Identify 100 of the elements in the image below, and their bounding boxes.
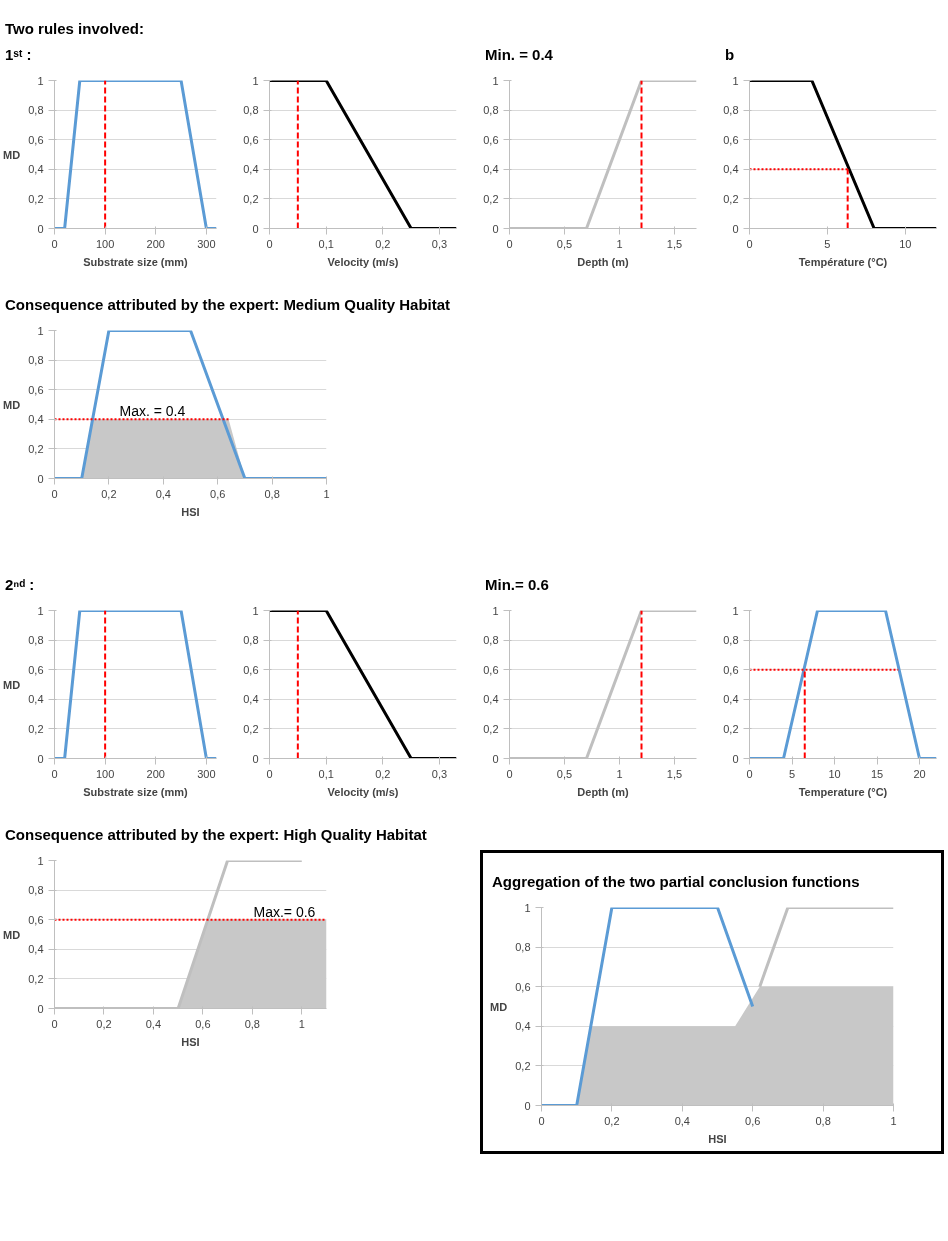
y-tick-label: 0 [252,222,259,235]
x-axis-title: HSI [708,1132,727,1145]
x-tick-label: 0,3 [431,767,448,780]
y-tick-label: 0 [492,752,499,765]
y-axis-title: MD [3,148,21,161]
x-tick-label: 0,6 [745,1114,761,1127]
y-tick-label: 0,8 [243,104,259,117]
x-tick-label: 1 [890,1114,897,1127]
y-tick-label: 0,4 [723,693,739,706]
y-tick-label: 0,2 [515,1059,531,1072]
x-axis-title: HSI [181,505,200,518]
y-tick-label: 0,2 [723,722,739,735]
x-tick-label: 0,1 [318,767,334,780]
x-tick-label: 1,5 [666,237,683,250]
y-tick-label: 0,8 [483,634,499,647]
y-tick-label: 0,6 [515,980,531,993]
text: Two rules involved: [5,19,145,40]
x-tick-label: 0,2 [96,1017,112,1030]
y-tick-label: 0,6 [243,663,259,676]
x-tick-label: 0 [51,767,58,780]
x-tick-label: 20 [913,767,926,780]
x-axis-title: Depth (m) [577,785,629,798]
x-axis-title: Température (°C) [798,255,888,268]
x-tick-label: 0 [51,237,58,250]
y-tick-label: 0,6 [483,663,499,676]
y-axis-title: MD [3,928,21,941]
annotation: Max.= 0.6 [253,903,316,920]
y-tick-label: 0 [524,1099,531,1112]
y-tick-label: 1 [252,74,259,87]
x-tick-label: 0,3 [431,237,448,250]
x-tick-label: 0 [506,237,513,250]
x-tick-label: 200 [146,767,165,780]
y-tick-label: 0,8 [515,941,531,954]
x-axis-title: Velocity (m/s) [327,785,399,798]
y-tick-label: 0,4 [28,943,44,956]
y-tick-label: 1 [492,604,499,617]
x-tick-label: 0 [51,1017,58,1030]
x-tick-label: 0,1 [318,237,334,250]
y-tick-label: 1 [252,604,259,617]
x-axis-title: Depth (m) [577,255,629,268]
x-tick-label: 10 [899,237,912,250]
annotation: Max. = 0.4 [119,403,186,420]
y-tick-label: 1 [732,74,739,87]
y-tick-label: 0,6 [28,133,44,146]
y-tick-label: 0,4 [28,413,44,426]
x-tick-label: 0 [538,1114,545,1127]
y-tick-label: 0,8 [243,634,259,647]
y-tick-label: 0,2 [28,192,44,205]
x-axis-title: HSI [181,1035,200,1048]
y-tick-label: 0,4 [28,163,44,176]
x-tick-label: 300 [197,767,216,780]
chart-title: Consequence attributed by the expert: High Quality Habitat [5,824,428,845]
x-tick-label: 100 [95,767,115,780]
x-tick-label: 1,5 [666,767,683,780]
y-tick-label: 0,8 [723,634,739,647]
x-tick-label: 1 [323,487,330,500]
x-tick-label: 300 [197,237,216,250]
y-tick-label: 0,2 [483,192,499,205]
x-tick-label: 0 [51,487,58,500]
y-tick-label: 0,8 [483,104,499,117]
x-tick-label: 200 [146,237,165,250]
x-tick-label: 0,2 [101,487,117,500]
y-tick-label: 0 [732,752,739,765]
y-tick-label: 0,2 [28,442,44,455]
y-tick-label: 0,2 [243,192,259,205]
x-tick-label: 0,2 [375,767,391,780]
x-tick-label: 0 [506,767,513,780]
y-tick-label: 0,8 [28,634,44,647]
y-tick-label: 0,4 [723,163,739,176]
y-tick-label: 0,2 [28,972,44,985]
x-tick-label: 0,6 [195,1017,211,1030]
x-tick-label: 5 [788,767,796,780]
y-tick-label: 0,6 [483,133,499,146]
y-tick-label: 0,4 [243,693,259,706]
text: 2ⁿᵈ : [5,574,36,595]
chart-title: Aggregation of the two partial conclusion functions [492,871,861,892]
y-tick-label: 0 [37,752,44,765]
y-tick-label: 0,4 [483,693,499,706]
text: b [725,44,736,65]
y-tick-label: 0,2 [723,192,739,205]
y-tick-label: 1 [37,604,44,617]
x-tick-label: 0,4 [155,487,171,500]
y-tick-label: 0 [37,1002,44,1015]
y-tick-label: 0 [732,222,739,235]
y-tick-label: 0,6 [243,133,259,146]
y-tick-label: 0 [252,752,259,765]
y-tick-label: 0,4 [483,163,499,176]
y-tick-label: 0 [492,222,499,235]
x-tick-label: 0,2 [604,1114,620,1127]
x-tick-label: 1 [298,1017,305,1030]
x-axis-title: Velocity (m/s) [327,255,399,268]
x-tick-label: 0 [746,237,753,250]
y-axis-title: MD [3,398,21,411]
y-tick-label: 0,8 [28,884,44,897]
y-tick-label: 1 [37,324,44,337]
y-tick-label: 0,8 [723,104,739,117]
x-tick-label: 0,8 [264,487,280,500]
x-tick-label: 15 [870,767,884,780]
x-axis-title: Temperature (°C) [798,785,888,798]
y-tick-label: 0,6 [28,913,44,926]
